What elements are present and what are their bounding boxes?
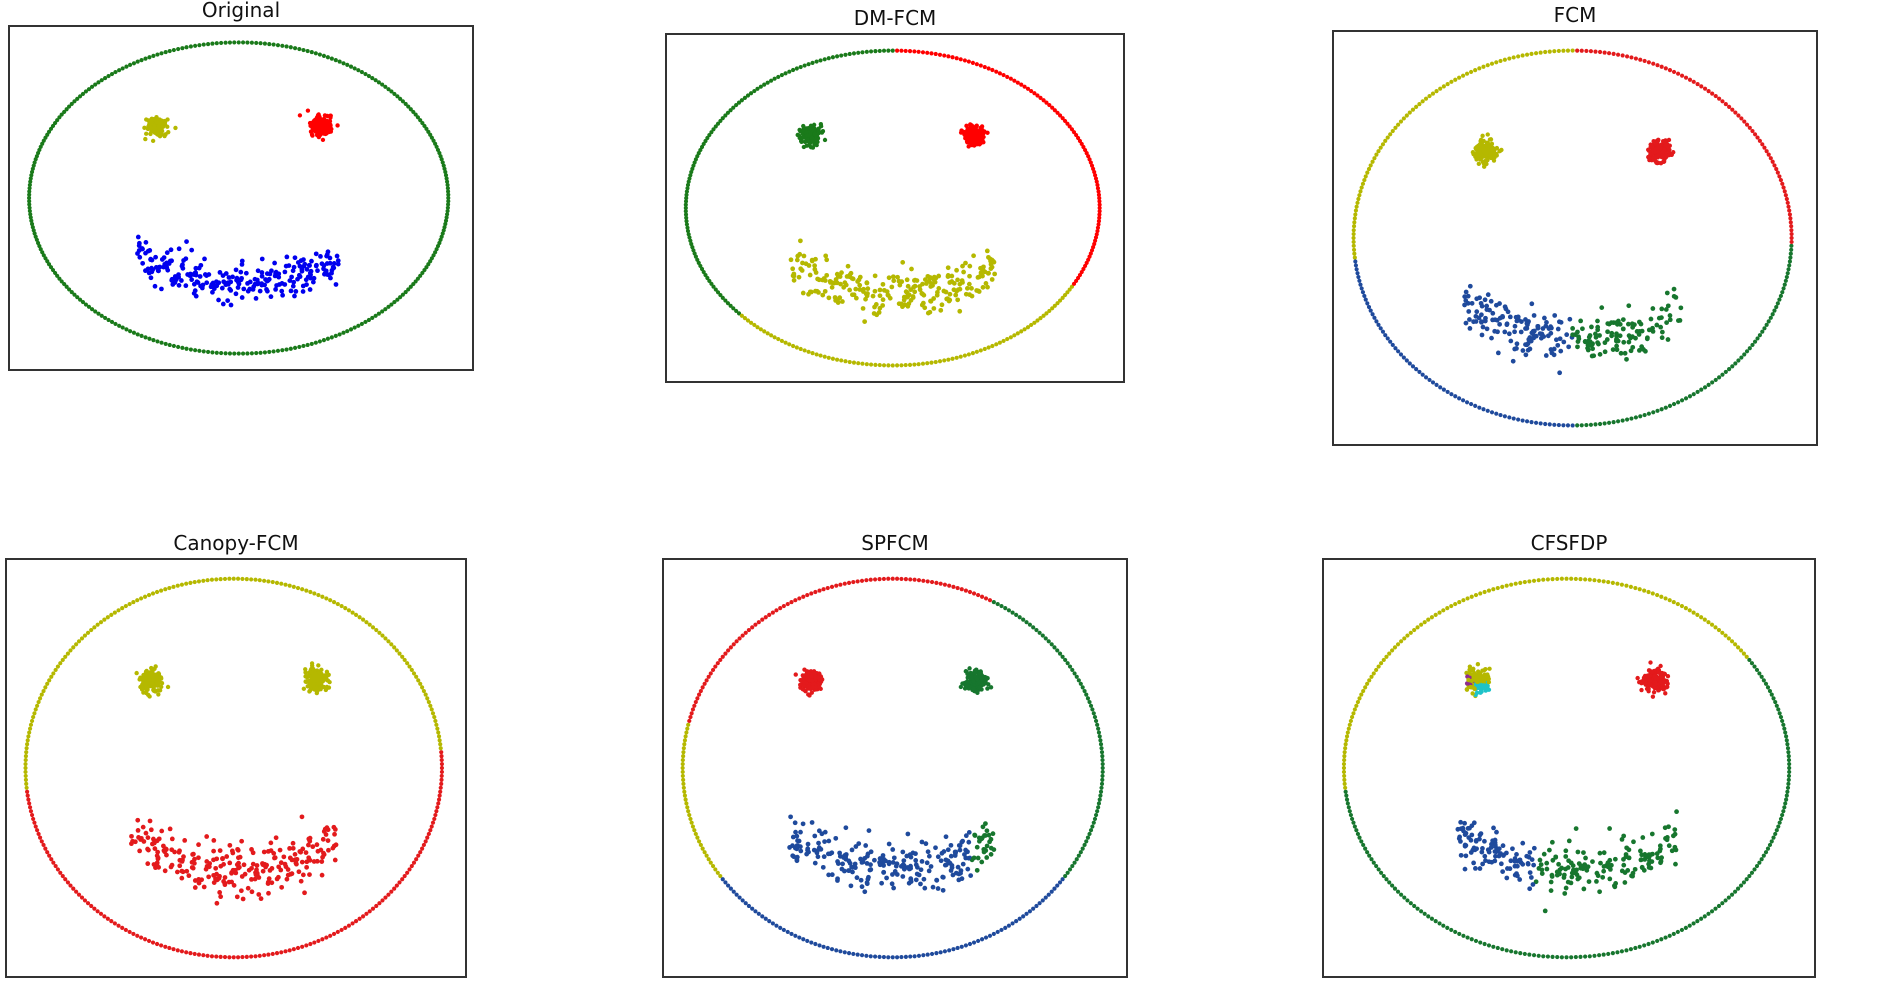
scatter-points (23, 576, 444, 960)
panel-title: DM-FCM (853, 6, 937, 30)
panel-title: Canopy-FCM (173, 531, 299, 555)
scatter-plot-area (665, 33, 1125, 383)
scatter-plot-area (5, 558, 467, 978)
scatter-points (1341, 576, 1792, 960)
scatter-plot-area (8, 25, 474, 371)
panel-title: FCM (1553, 3, 1597, 27)
scatter-plot-area (1332, 30, 1818, 446)
scatter-points (683, 48, 1102, 368)
panel-cfsfdp: CFSFDP (1322, 525, 1816, 978)
scatter-points (680, 576, 1105, 960)
panel-original: Original (8, 0, 474, 371)
panel-fcm: FCM (1332, 0, 1818, 446)
panel-dm-fcm: DM-FCM (665, 0, 1125, 383)
scatter-points (27, 40, 451, 356)
panel-title: SPFCM (861, 531, 929, 555)
panel-title: Original (201, 0, 281, 22)
scatter-plot-area (1322, 558, 1816, 978)
panel-canopy-fcm: Canopy-FCM (5, 525, 467, 978)
panel-title: CFSFDP (1530, 531, 1608, 555)
scatter-points (1351, 48, 1794, 428)
scatter-plot-area (662, 558, 1128, 978)
panel-spfcm: SPFCM (662, 525, 1128, 978)
